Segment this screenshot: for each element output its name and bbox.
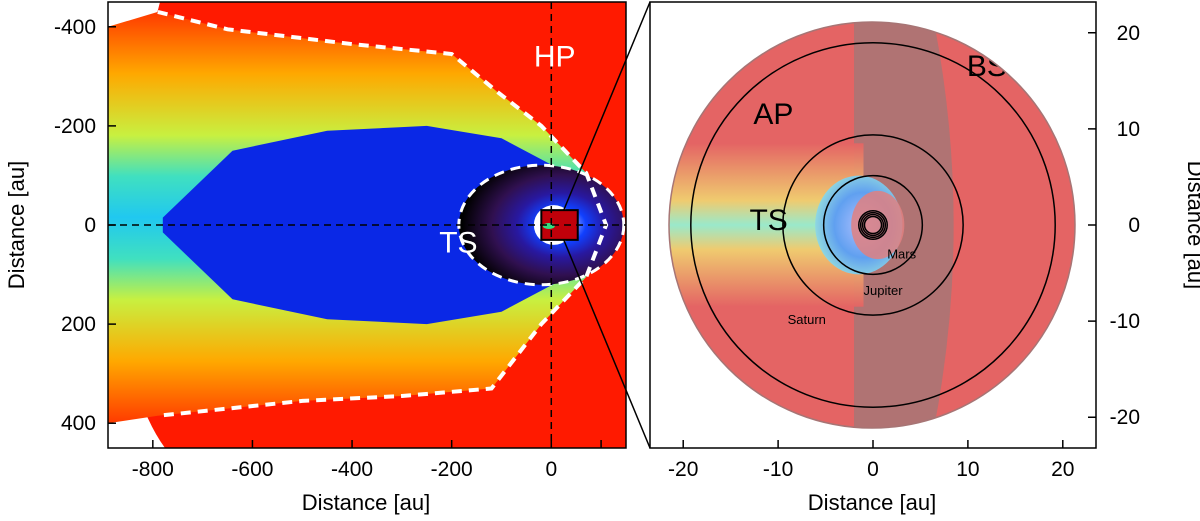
x-tick-label: -800 bbox=[132, 458, 174, 481]
y-tick-label: 0 bbox=[84, 214, 96, 237]
inner-planet-orbits bbox=[859, 211, 887, 239]
x-tick-label: -200 bbox=[431, 458, 473, 481]
x-tick-label: -400 bbox=[331, 458, 373, 481]
left-panel: HP TS -800 -600 -400 -200 0 -400-2000200400 … bbox=[4, 1, 627, 515]
y-tick-label: 200 bbox=[61, 313, 96, 336]
inner-orbit bbox=[863, 215, 883, 235]
y-tick-label: -200 bbox=[54, 115, 96, 138]
bs-label: BS bbox=[967, 50, 1007, 83]
y-tick-label: 400 bbox=[61, 412, 96, 435]
left-x-axis-title: Distance [au] bbox=[302, 490, 430, 515]
x-tick-label: -20 bbox=[668, 458, 698, 481]
right-x-axis-title: Distance [au] bbox=[808, 490, 936, 515]
x-tick-label: -10 bbox=[763, 458, 793, 481]
planet-label-uranus: Uranus bbox=[678, 384, 720, 399]
connector-top bbox=[563, 1, 651, 211]
left-x-axis: -800 -600 -400 -200 0 bbox=[132, 440, 602, 481]
y-tick-label: 10 bbox=[1117, 118, 1140, 141]
inner-orbit bbox=[859, 211, 887, 239]
right-y-axis-title: Distance [au] bbox=[1183, 161, 1200, 289]
y-tick-label: -20 bbox=[1110, 406, 1140, 429]
x-tick-label: 20 bbox=[1051, 458, 1074, 481]
hp-label: HP bbox=[534, 40, 576, 73]
ts-label-left: TS bbox=[439, 226, 477, 259]
x-tick-label: 10 bbox=[956, 458, 979, 481]
planet-orbits bbox=[690, 42, 1056, 408]
x-tick-label: -600 bbox=[231, 458, 273, 481]
inner-orbit bbox=[861, 213, 885, 237]
left-y-axis-title: Distance [au] bbox=[4, 161, 29, 289]
domain-edge bbox=[668, 21, 1076, 429]
orbit-uranus bbox=[690, 42, 1056, 408]
right-x-axis: -20 -10 0 10 20 bbox=[668, 440, 1074, 481]
sun-marker bbox=[542, 222, 555, 229]
y-tick-label: -10 bbox=[1110, 310, 1140, 333]
inner-cavity-core bbox=[851, 190, 905, 260]
x-tick-label: 0 bbox=[545, 458, 557, 481]
orbit-saturn bbox=[782, 134, 964, 316]
planet-label-mars: Mars bbox=[887, 247, 916, 262]
connector-bottom bbox=[563, 239, 651, 449]
x-tick-label: 0 bbox=[867, 458, 879, 481]
heliopause-boundary bbox=[157, 9, 609, 418]
planet-label-saturn: Saturn bbox=[788, 312, 826, 327]
right-y-axis: -20 -10 0 10 20 bbox=[1088, 22, 1140, 429]
planet-label-jupiter: Jupiter bbox=[864, 283, 904, 298]
orbit-jupiter bbox=[822, 174, 924, 276]
ts-label: TS bbox=[749, 204, 787, 237]
right-panel: Mars Jupiter Saturn Uranus BS AP TS -20 -10 0 10… bbox=[649, 1, 1200, 515]
y-tick-label: 20 bbox=[1117, 22, 1140, 45]
ap-label: AP bbox=[753, 98, 793, 131]
left-y-axis: -400 -200 0 200 400 bbox=[54, 16, 116, 435]
y-tick-label: -400 bbox=[54, 16, 96, 39]
orbit-mars bbox=[858, 210, 888, 240]
y-tick-label: 0 bbox=[1128, 214, 1140, 237]
